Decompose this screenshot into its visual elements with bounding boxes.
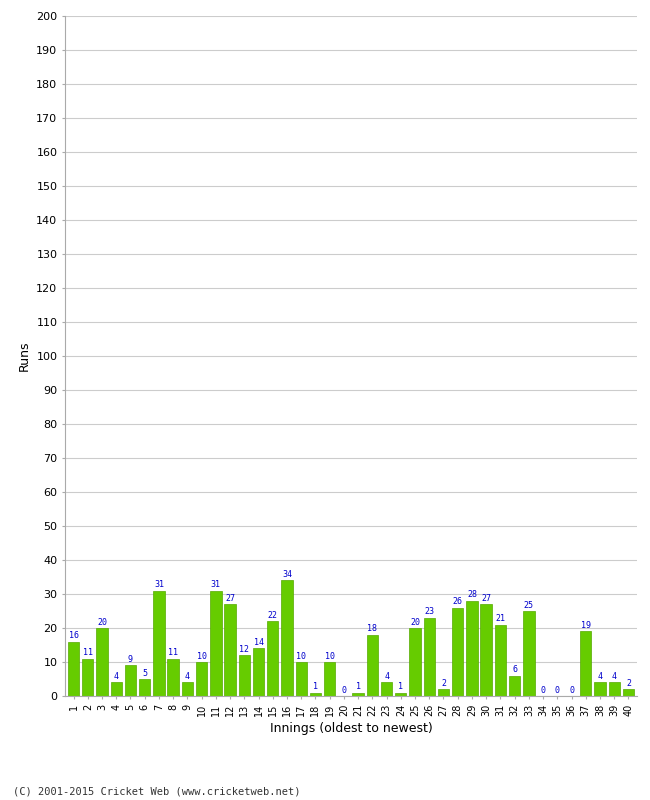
Bar <box>594 682 606 696</box>
Bar <box>452 608 463 696</box>
Text: 11: 11 <box>168 648 178 658</box>
Bar <box>367 635 378 696</box>
Text: 21: 21 <box>495 614 506 623</box>
Text: 6: 6 <box>512 666 517 674</box>
Bar <box>168 658 179 696</box>
Bar <box>96 628 108 696</box>
Bar <box>196 662 207 696</box>
Text: 14: 14 <box>254 638 263 647</box>
Text: 4: 4 <box>612 672 617 681</box>
Text: 20: 20 <box>97 618 107 626</box>
Text: 22: 22 <box>268 611 278 620</box>
Text: 4: 4 <box>597 672 603 681</box>
Bar <box>182 682 193 696</box>
Text: 19: 19 <box>581 621 591 630</box>
Bar <box>68 642 79 696</box>
Text: 31: 31 <box>154 580 164 590</box>
Bar <box>139 679 150 696</box>
Bar <box>82 658 94 696</box>
Bar <box>395 693 406 696</box>
Bar <box>210 590 222 696</box>
Bar <box>324 662 335 696</box>
Bar <box>410 628 421 696</box>
Text: 4: 4 <box>185 672 190 681</box>
Text: 11: 11 <box>83 648 93 658</box>
Bar <box>608 682 620 696</box>
Bar <box>381 682 392 696</box>
Text: 18: 18 <box>367 625 378 634</box>
Bar <box>480 604 492 696</box>
Bar <box>310 693 321 696</box>
Text: 2: 2 <box>626 679 631 688</box>
Text: 10: 10 <box>324 652 335 661</box>
Text: 27: 27 <box>481 594 491 603</box>
Text: (C) 2001-2015 Cricket Web (www.cricketweb.net): (C) 2001-2015 Cricket Web (www.cricketwe… <box>13 786 300 796</box>
Bar <box>281 581 292 696</box>
Bar <box>111 682 122 696</box>
Bar <box>125 666 136 696</box>
Text: 0: 0 <box>569 686 574 694</box>
Text: 0: 0 <box>541 686 545 694</box>
Text: 12: 12 <box>239 645 250 654</box>
Bar <box>267 621 278 696</box>
Bar <box>224 604 236 696</box>
X-axis label: Innings (oldest to newest): Innings (oldest to newest) <box>270 722 432 734</box>
Y-axis label: Runs: Runs <box>18 341 31 371</box>
Text: 1: 1 <box>356 682 361 691</box>
Text: 16: 16 <box>68 631 79 640</box>
Text: 10: 10 <box>196 652 207 661</box>
Text: 1: 1 <box>313 682 318 691</box>
Text: 0: 0 <box>555 686 560 694</box>
Bar <box>352 693 364 696</box>
Text: 26: 26 <box>452 598 463 606</box>
Text: 10: 10 <box>296 652 306 661</box>
Text: 1: 1 <box>398 682 403 691</box>
Text: 4: 4 <box>384 672 389 681</box>
Text: 4: 4 <box>114 672 119 681</box>
Bar <box>239 655 250 696</box>
Bar <box>495 625 506 696</box>
Bar <box>424 618 435 696</box>
Text: 20: 20 <box>410 618 420 626</box>
Text: 25: 25 <box>524 601 534 610</box>
Text: 23: 23 <box>424 607 434 617</box>
Bar <box>153 590 164 696</box>
Text: 2: 2 <box>441 679 446 688</box>
Text: 9: 9 <box>128 655 133 664</box>
Bar <box>253 648 264 696</box>
Bar <box>466 601 478 696</box>
Bar <box>623 689 634 696</box>
Bar <box>509 675 520 696</box>
Text: 31: 31 <box>211 580 221 590</box>
Text: 0: 0 <box>341 686 346 694</box>
Bar <box>296 662 307 696</box>
Text: 5: 5 <box>142 669 147 678</box>
Text: 28: 28 <box>467 590 477 599</box>
Bar <box>580 631 592 696</box>
Bar <box>438 689 449 696</box>
Text: 27: 27 <box>225 594 235 603</box>
Text: 34: 34 <box>282 570 292 579</box>
Bar <box>523 611 534 696</box>
